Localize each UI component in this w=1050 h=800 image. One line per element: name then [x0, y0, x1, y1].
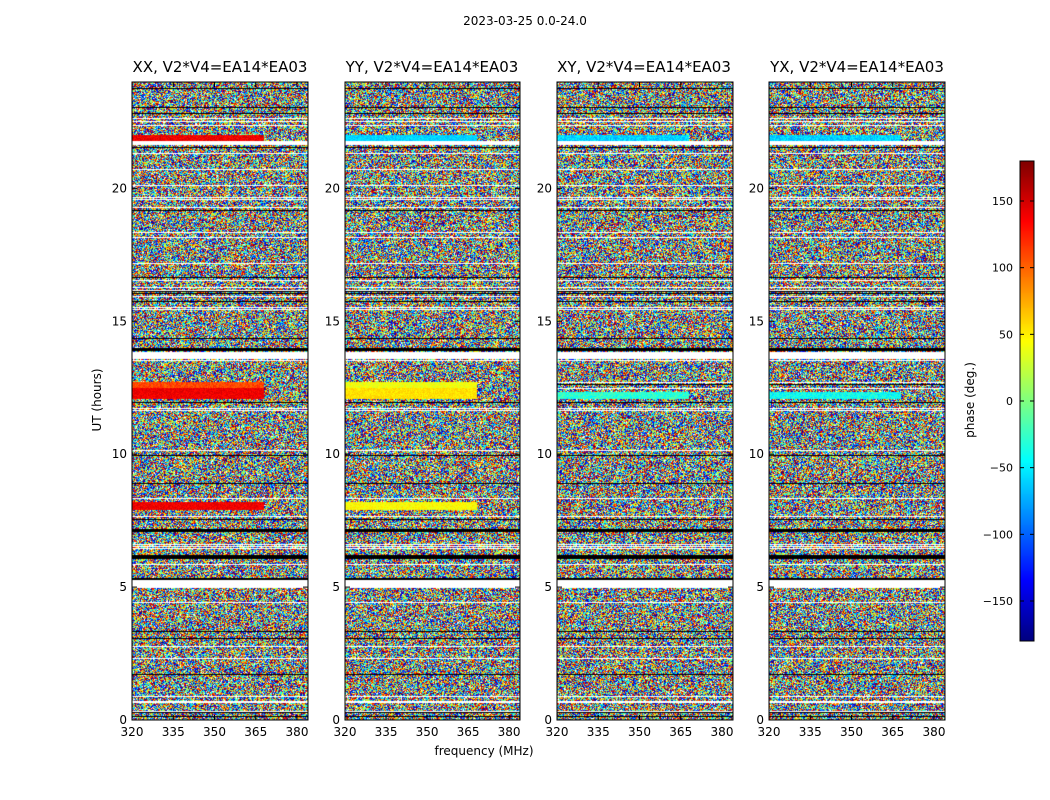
y-tick-label: 0 — [332, 713, 340, 727]
heatmap-xx — [132, 82, 308, 720]
x-tick-label: 350 — [203, 725, 226, 739]
colorbar-tick-label: 0 — [1006, 395, 1013, 408]
y-tick-label: 0 — [756, 713, 764, 727]
y-tick-label: 15 — [537, 314, 552, 328]
panel-frame-2 — [556, 81, 734, 721]
y-tick-label: 10 — [537, 447, 552, 461]
x-tick-label: 335 — [799, 725, 822, 739]
x-tick-label: 350 — [628, 725, 651, 739]
y-tick-label: 10 — [112, 447, 127, 461]
y-tick-label: 5 — [119, 580, 127, 594]
x-tick-label: 380 — [286, 725, 309, 739]
panel-title-yy: YY, V2*V4=EA14*EA03 — [345, 58, 519, 76]
panel-title-xy: XY, V2*V4=EA14*EA03 — [557, 58, 731, 76]
y-tick-label: 20 — [112, 181, 127, 195]
panel-title-yx: YX, V2*V4=EA14*EA03 — [770, 58, 944, 76]
x-tick-label: 320 — [758, 725, 781, 739]
y-tick-label: 5 — [544, 580, 552, 594]
heatmap-yy — [345, 82, 520, 720]
heatmap-xy — [557, 82, 733, 720]
x-axis-label: frequency (MHz) — [434, 744, 534, 758]
x-tick-label: 335 — [587, 725, 610, 739]
x-tick-label: 335 — [162, 725, 185, 739]
panel-frame-0 — [131, 81, 309, 721]
x-tick-label: 380 — [711, 725, 734, 739]
colorbar-tick-label: 50 — [999, 328, 1013, 341]
y-tick-label: 20 — [537, 181, 552, 195]
y-tick-label: 0 — [544, 713, 552, 727]
colorbar-tick-label: −100 — [983, 528, 1013, 541]
x-tick-label: 350 — [416, 725, 439, 739]
y-tick-label: 0 — [119, 713, 127, 727]
panel-title-xx: XX, V2*V4=EA14*EA03 — [132, 58, 308, 76]
colorbar-label: phase (deg.) — [963, 362, 977, 438]
y-tick-label: 20 — [749, 181, 764, 195]
y-tick-label: 20 — [325, 181, 340, 195]
y-tick-label: 10 — [749, 447, 764, 461]
figure-title: 2023-03-25 0.0-24.0 — [463, 14, 587, 28]
y-tick-label: 10 — [325, 447, 340, 461]
colorbar-tick-label: −50 — [990, 462, 1013, 475]
x-tick-label: 380 — [923, 725, 946, 739]
y-tick-label: 15 — [112, 314, 127, 328]
y-axis-label: UT (hours) — [90, 368, 104, 432]
x-tick-label: 320 — [334, 725, 357, 739]
x-tick-label: 335 — [375, 725, 398, 739]
y-tick-label: 15 — [325, 314, 340, 328]
x-tick-label: 350 — [840, 725, 863, 739]
colorbar — [1020, 161, 1034, 641]
x-tick-label: 365 — [669, 725, 692, 739]
x-tick-label: 320 — [546, 725, 569, 739]
x-tick-label: 380 — [498, 725, 521, 739]
y-tick-label: 15 — [749, 314, 764, 328]
panel-frame-1 — [344, 81, 521, 721]
colorbar-tick-label: 100 — [992, 262, 1013, 275]
y-tick-label: 5 — [756, 580, 764, 594]
x-tick-label: 365 — [457, 725, 480, 739]
y-tick-label: 5 — [332, 580, 340, 594]
x-tick-label: 365 — [881, 725, 904, 739]
panel-frame-3 — [768, 81, 946, 721]
heatmap-yx — [769, 82, 945, 720]
colorbar-tick-label: 150 — [992, 195, 1013, 208]
x-tick-label: 320 — [121, 725, 144, 739]
x-tick-label: 365 — [244, 725, 267, 739]
colorbar-tick-label: −150 — [983, 595, 1013, 608]
